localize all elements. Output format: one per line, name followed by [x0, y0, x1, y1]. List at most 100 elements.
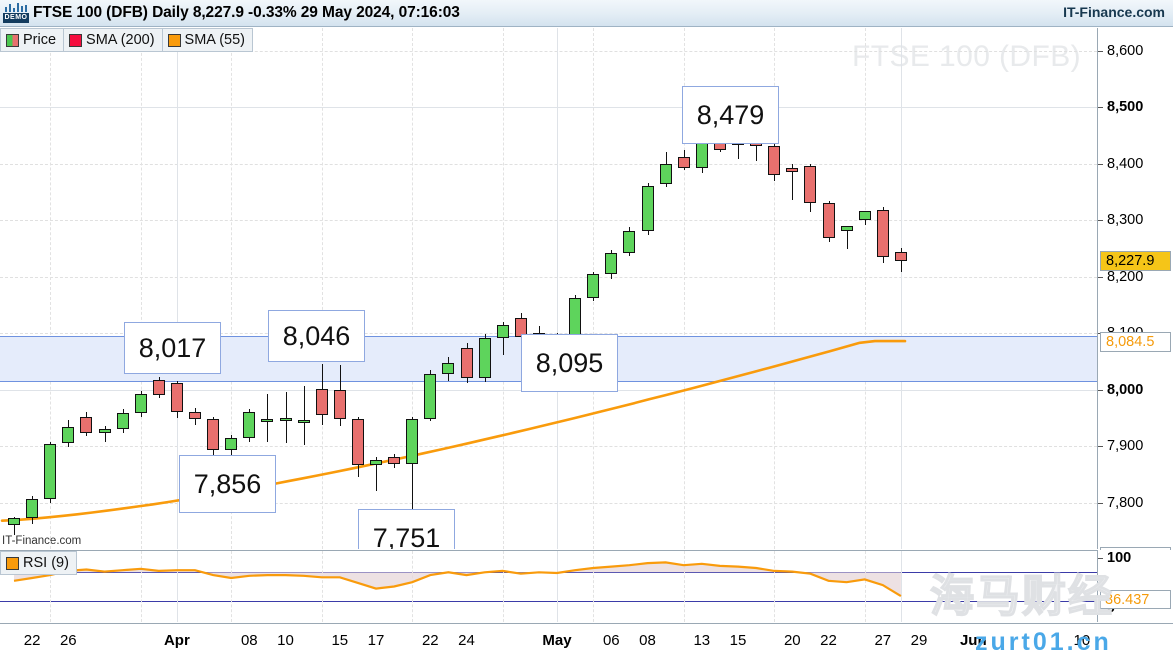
candlestick[interactable]	[62, 426, 75, 444]
candlestick[interactable]	[134, 394, 147, 414]
callout-8479[interactable]: 8,479	[682, 86, 779, 144]
candlestick[interactable]	[695, 142, 708, 169]
candlestick[interactable]	[786, 168, 799, 172]
legend-item-sma200[interactable]: SMA (200)	[64, 28, 163, 52]
candlestick[interactable]	[297, 420, 310, 424]
candlestick[interactable]	[659, 163, 672, 184]
candlestick[interactable]	[116, 413, 129, 430]
last-price-badge[interactable]: 8,227.9	[1100, 250, 1171, 271]
candle-wick	[267, 394, 268, 442]
brand-label: IT-Finance.com	[1063, 4, 1165, 20]
rsi-gridline	[593, 551, 595, 622]
legend-item-sma55[interactable]: SMA (55)	[162, 28, 253, 52]
candlestick[interactable]	[424, 373, 437, 420]
candlestick[interactable]	[460, 347, 473, 379]
candlestick[interactable]	[605, 252, 618, 275]
date-axis[interactable]: 22 26 Apr 08 10 15 17 22 24 May 06 08 13 15 20 22 27 29 Ju…	[0, 623, 1173, 660]
date-gridline	[683, 28, 686, 549]
candlestick[interactable]	[388, 457, 401, 465]
candle-wick	[412, 416, 413, 531]
candlestick[interactable]	[279, 417, 292, 421]
candlestick[interactable]	[442, 362, 455, 374]
date-gridline	[50, 28, 52, 549]
price-gridline	[0, 107, 1097, 109]
price-axis-tick: 8,500	[1098, 97, 1173, 117]
candlestick[interactable]	[225, 438, 238, 450]
date-axis-tick: 20	[783, 632, 801, 649]
candlestick[interactable]	[26, 499, 39, 519]
date-gridline	[140, 28, 143, 549]
price-gridline	[0, 502, 1097, 505]
candle-wick	[376, 457, 377, 492]
callout-8095[interactable]: 8,095	[521, 334, 618, 392]
candlestick[interactable]	[406, 419, 419, 465]
candlestick[interactable]	[261, 419, 274, 423]
callout-7751[interactable]: 7,751	[358, 509, 455, 549]
candlestick[interactable]	[243, 412, 256, 439]
price-chart-plot[interactable]: FTSE 100 (DFB) IT-Finance.com 8,017 8,046…	[0, 28, 1098, 549]
candlestick[interactable]	[189, 412, 201, 420]
rsi-month-separator	[900, 551, 903, 622]
demo-badge-label: DEMO	[3, 13, 29, 23]
rsi-indicator-panel[interactable]: RSI (9)	[0, 550, 1098, 622]
rsi-value-badge[interactable]: 36.437	[1100, 590, 1171, 609]
date-axis-tick: 22	[820, 632, 837, 649]
price-axis[interactable]: 8,6008,5008,4008,3008,2008,1008,0007,900…	[1098, 28, 1173, 568]
price-gridline	[0, 220, 1097, 222]
candlestick[interactable]	[333, 389, 346, 420]
candlestick[interactable]	[496, 325, 509, 338]
price-axis-tick: 7,800	[1098, 493, 1173, 513]
demo-logo-icon: DEMO	[3, 3, 29, 23]
candlestick[interactable]	[315, 388, 328, 415]
candlestick[interactable]	[677, 156, 690, 169]
candlestick[interactable]	[478, 337, 491, 379]
candlestick[interactable]	[44, 444, 57, 500]
legend-label-price: Price	[23, 32, 57, 48]
rsi-axis: 100036.437	[1098, 550, 1173, 622]
candlestick[interactable]	[8, 518, 20, 526]
candle-wick	[304, 386, 305, 446]
date-axis-tick: 08	[240, 632, 258, 649]
candle-wick	[231, 434, 232, 471]
month-separator	[557, 28, 559, 549]
legend-item-price[interactable]: Price	[0, 28, 65, 52]
candlestick[interactable]	[876, 209, 889, 258]
rsi-swatch-icon	[6, 556, 19, 570]
candlestick[interactable]	[370, 459, 382, 466]
callout-8017[interactable]: 8,017	[124, 322, 221, 374]
candlestick[interactable]	[80, 416, 93, 433]
candlestick[interactable]	[351, 419, 364, 466]
candle-wick	[286, 391, 287, 443]
candlestick[interactable]	[768, 145, 781, 175]
candlestick[interactable]	[207, 419, 220, 450]
candlestick[interactable]	[804, 165, 817, 204]
candlestick[interactable]	[822, 203, 835, 239]
date-axis-tick: 06	[602, 632, 620, 649]
candle-wick	[847, 225, 848, 250]
candlestick[interactable]	[514, 318, 527, 337]
price-swatch-icon	[6, 33, 19, 47]
candlestick[interactable]	[98, 429, 111, 433]
candlestick[interactable]	[587, 274, 600, 299]
rsi-level-line	[0, 600, 1097, 602]
candlestick[interactable]	[170, 382, 183, 413]
date-axis-tick: Jun	[959, 632, 987, 649]
candlestick[interactable]	[641, 186, 654, 232]
candlestick[interactable]	[894, 251, 907, 261]
callout-8046[interactable]: 8,046	[268, 310, 365, 362]
legend-label-sma55: SMA (55)	[184, 32, 245, 48]
sma55-badge[interactable]: 8,084.5	[1100, 331, 1171, 352]
candlestick[interactable]	[840, 225, 853, 232]
date-axis-tick: 29	[910, 632, 928, 649]
date-gridline	[774, 28, 776, 549]
price-gridline	[0, 276, 1097, 279]
candlestick[interactable]	[152, 380, 165, 396]
callout-7856[interactable]: 7,856	[179, 455, 276, 513]
date-axis-tick: 22	[23, 632, 41, 649]
candlestick[interactable]	[623, 231, 636, 253]
page-title: FTSE 100 (DFB) Daily 8,227.9 -0.33% 29 M…	[33, 4, 460, 21]
legend-item-rsi[interactable]: RSI (9)	[0, 551, 77, 575]
candle-wick	[756, 136, 757, 162]
candlestick[interactable]	[858, 211, 871, 221]
